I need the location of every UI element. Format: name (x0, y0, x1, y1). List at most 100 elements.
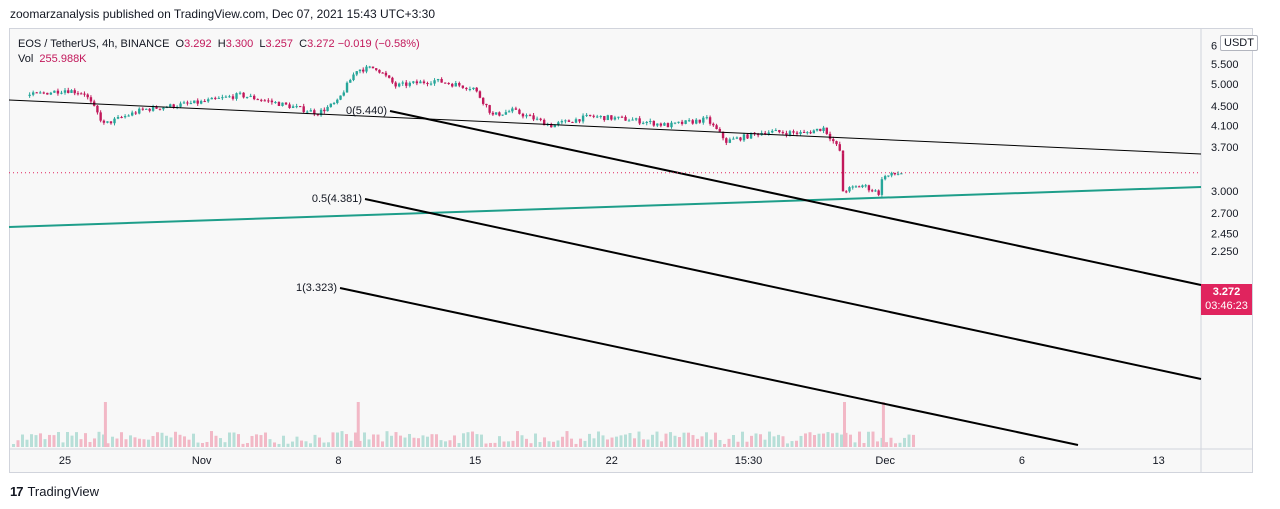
volume-bar (223, 442, 227, 447)
volume-bar (646, 439, 650, 447)
candle-body (695, 119, 698, 124)
low-value: 3.257 (265, 38, 294, 50)
candle-body (365, 66, 368, 72)
fib-channel-line[interactable] (389, 110, 1202, 286)
volume-bar (471, 431, 474, 447)
candle-body (532, 115, 535, 120)
volume-bar (196, 442, 200, 447)
open-value: 3.292 (184, 38, 212, 50)
candle-body (326, 106, 329, 112)
volume-bar (124, 439, 128, 447)
volume-bar (75, 432, 78, 447)
volume-bar (543, 437, 546, 447)
currency-selector[interactable]: USDT (1220, 35, 1258, 51)
symbol-title[interactable]: EOS / TetherUS, 4h, BINANCE (18, 38, 170, 50)
volume-bar (228, 432, 231, 447)
volume-bar (21, 434, 24, 447)
candle-body (792, 131, 795, 133)
candle-body (815, 128, 819, 131)
tradingview-logo-icon[interactable]: ⁠17 (10, 484, 24, 499)
x-tick-label: 6 (1019, 455, 1025, 467)
volume-bar (678, 437, 681, 447)
volume-bar (34, 435, 38, 447)
candle-body (291, 106, 295, 109)
y-tick-label: 2.700 (1211, 208, 1239, 220)
volume-bar (79, 439, 83, 447)
candle-body (832, 139, 835, 142)
candle-body (60, 92, 63, 94)
candle-body (429, 83, 433, 85)
volume-bar (790, 441, 794, 447)
volume-bar (561, 436, 564, 447)
fib-level-label: 0.5(4.381) (312, 193, 362, 205)
volume-bar (30, 434, 33, 447)
candle-body (179, 103, 182, 107)
volume-bar (165, 435, 168, 447)
volume-bar (309, 443, 312, 447)
volume-bar (237, 434, 240, 447)
candle-body (182, 102, 186, 104)
candle-body (785, 133, 788, 136)
candle-body (673, 122, 677, 124)
footer: ⁠17 TradingView (10, 484, 99, 499)
open-label: O (175, 38, 185, 50)
volume-bar (277, 443, 281, 447)
candle-body (638, 118, 641, 124)
candle-body (408, 82, 411, 86)
footer-brand[interactable]: TradingView (27, 484, 100, 499)
candle-body (795, 132, 799, 134)
candle-body (141, 108, 144, 110)
candle-body (345, 82, 349, 93)
candle-body (599, 116, 602, 118)
volume-bar (201, 442, 204, 447)
candle-body (162, 107, 165, 110)
candle-body (712, 123, 715, 126)
volume-bar (403, 437, 407, 447)
volume-bar (772, 436, 776, 447)
candle-body (819, 128, 822, 131)
candle-body (381, 72, 384, 74)
candle-body (196, 100, 199, 104)
volume-bar (687, 432, 690, 447)
candle-body (443, 82, 447, 84)
fib-channel-line[interactable] (339, 287, 1079, 446)
candle-body (588, 114, 592, 116)
volume-bar (516, 431, 519, 447)
candle-body (578, 119, 581, 122)
candle-body (189, 103, 193, 105)
candle-body (298, 106, 302, 108)
candle-body (288, 104, 291, 109)
candle-body (574, 119, 578, 123)
candle-body (883, 176, 887, 180)
change-value: −0.019 (−0.58%) (337, 38, 420, 50)
candle-body (332, 102, 336, 104)
candle-body (49, 92, 53, 95)
volume-bar (799, 435, 803, 447)
fib-channel-line[interactable] (364, 198, 1202, 380)
volume-bar (624, 434, 627, 447)
volume-bar (538, 442, 542, 447)
candle-body (617, 116, 620, 118)
volume-bar (264, 432, 267, 447)
candle-body (610, 115, 613, 120)
candle-body (238, 92, 242, 94)
volume-bar (435, 434, 438, 447)
candle-body (475, 87, 478, 92)
candle-body (355, 71, 358, 75)
candle-body (514, 108, 518, 110)
volume-bar (318, 437, 321, 447)
candle-body (550, 123, 553, 128)
candle-body (231, 96, 235, 99)
volume-bar (813, 435, 816, 447)
candle-body (812, 130, 816, 134)
candle-body (702, 117, 705, 123)
candle-body (193, 100, 196, 104)
chart-frame[interactable] (9, 28, 1253, 473)
publisher-line: zoomarzanalysis published on TradingView… (10, 7, 436, 21)
volume-bar (889, 437, 893, 447)
candle-body (203, 101, 206, 103)
candle-body (649, 120, 652, 123)
candle-body (252, 95, 256, 100)
candle-body (70, 90, 73, 93)
